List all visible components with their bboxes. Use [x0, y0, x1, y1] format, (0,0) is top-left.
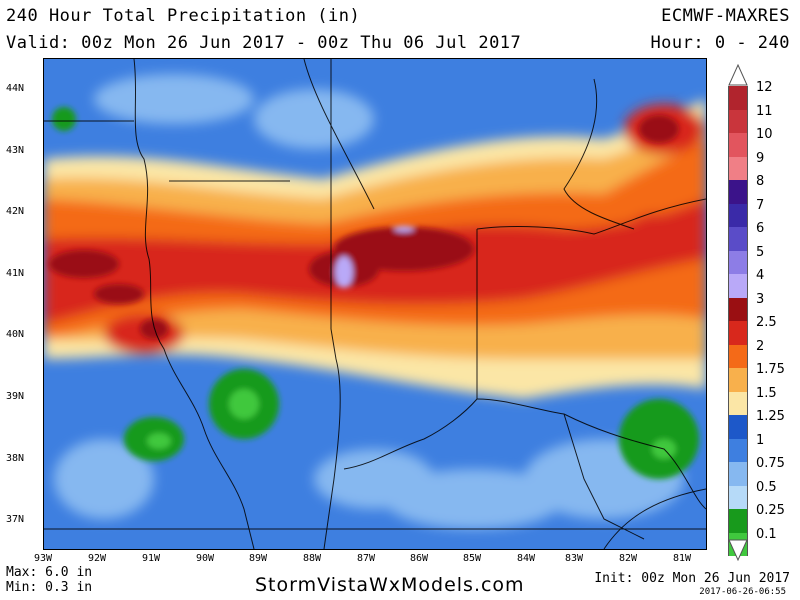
lon-label: 86W [409, 553, 429, 564]
colorbar-top-arrow [728, 64, 748, 86]
lon-label: 90W [195, 553, 215, 564]
render-timestamp: 2017-06-26-06:55 [699, 587, 786, 597]
lat-label: 42N [6, 206, 25, 217]
colorbar-swatch [728, 274, 748, 298]
colorbar-swatch [728, 227, 748, 251]
legend-label: 8 [756, 174, 765, 189]
legend-label: 5 [756, 245, 765, 260]
legend-label: 4 [756, 268, 765, 283]
colorbar-swatch [728, 250, 748, 274]
legend-label: 7 [756, 198, 765, 213]
colorbar-swatch [728, 415, 748, 439]
lon-label: 93W [33, 553, 53, 564]
lon-label: 85W [462, 553, 482, 564]
lat-label: 37N [6, 514, 25, 525]
legend-label: 2 [756, 339, 765, 354]
lat-label: 39N [6, 391, 25, 402]
legend-label: 3 [756, 292, 765, 307]
precip-field [44, 59, 706, 549]
colorbar-bottom-arrow [728, 539, 748, 561]
legend-label: 1.25 [756, 409, 785, 424]
colorbar-swatch [728, 203, 748, 227]
lon-label: 88W [302, 553, 322, 564]
lat-label: 44N [6, 83, 25, 94]
colorbar-swatch [728, 344, 748, 368]
model-name: ECMWF-MAXRES [661, 6, 790, 26]
legend-label: 11 [756, 104, 773, 119]
colorbar-swatch [728, 485, 748, 509]
lon-label: 87W [356, 553, 376, 564]
colorbar [728, 86, 748, 556]
lon-label: 82W [618, 553, 638, 564]
max-value: Max: 6.0 in [6, 565, 93, 580]
lon-label: 84W [516, 553, 536, 564]
colorbar-swatch [728, 438, 748, 462]
colorbar-swatch [728, 391, 748, 415]
legend-label: 0.5 [756, 480, 777, 495]
precipitation-map [43, 58, 707, 550]
colorbar-swatch [728, 133, 748, 157]
lat-label: 41N [6, 268, 25, 279]
lon-label: 92W [87, 553, 107, 564]
legend-label: 10 [756, 127, 773, 142]
legend-label: 0.75 [756, 456, 785, 471]
min-value: Min: 0.3 in [6, 580, 93, 595]
colorbar-swatch [728, 180, 748, 204]
legend-label: 2.5 [756, 315, 777, 330]
lat-label: 43N [6, 145, 25, 156]
init-time: Init: 00z Mon 26 Jun 2017 [594, 571, 790, 586]
legend-label: 0.25 [756, 503, 785, 518]
lon-label: 91W [141, 553, 161, 564]
legend-label: 1 [756, 433, 765, 448]
legend-label: 6 [756, 221, 765, 236]
colorbar-swatch [728, 86, 748, 110]
lat-label: 40N [6, 329, 25, 340]
legend-label: 1.5 [756, 386, 777, 401]
colorbar-swatch [728, 297, 748, 321]
lon-label: 81W [672, 553, 692, 564]
colorbar-swatch [728, 156, 748, 180]
colorbar-swatch [728, 462, 748, 486]
lon-label: 89W [248, 553, 268, 564]
colorbar-swatch [728, 509, 748, 533]
legend-label: 12 [756, 80, 773, 95]
site-name: StormVistaWxModels.com [255, 574, 525, 596]
legend-label: 9 [756, 151, 765, 166]
map-title: 240 Hour Total Precipitation (in) [6, 6, 361, 26]
lon-label: 83W [564, 553, 584, 564]
colorbar-swatch [728, 321, 748, 345]
legend-label: 1.75 [756, 362, 785, 377]
legend-label: 0.1 [756, 527, 777, 542]
lat-label: 38N [6, 453, 25, 464]
colorbar-swatch [728, 109, 748, 133]
colorbar-swatch [728, 368, 748, 392]
valid-period: Valid: 00z Mon 26 Jun 2017 - 00z Thu 06 … [6, 33, 522, 53]
forecast-hours: Hour: 0 - 240 [650, 33, 790, 53]
